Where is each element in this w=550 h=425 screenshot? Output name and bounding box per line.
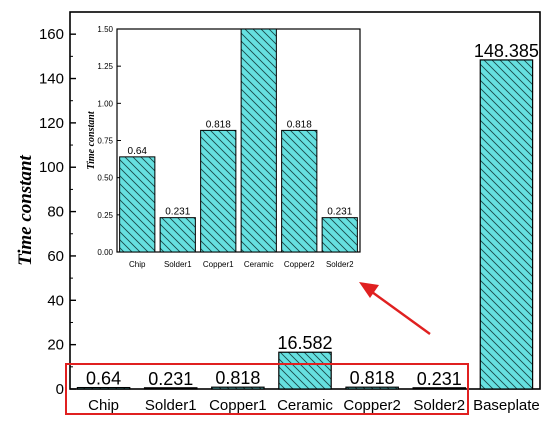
y-tick-label: 40	[47, 292, 64, 309]
y-axis-label: Time constant	[15, 154, 36, 265]
bar	[211, 386, 265, 390]
inset-bar	[119, 156, 156, 253]
inset-x-tick-label: Copper2	[284, 260, 315, 269]
inset-y-tick-label: 1.25	[97, 62, 113, 71]
y-tick-label: 60	[47, 248, 64, 265]
y-tick-label: 160	[39, 26, 64, 43]
highlight-box	[65, 363, 469, 415]
inset-y-tick-label: 1.50	[97, 25, 113, 34]
bar-value-label: 16.582	[277, 333, 332, 353]
inset-bar-value-label: 0.818	[287, 119, 312, 130]
x-tick-label: Solder1	[145, 397, 197, 414]
bar-value-label: 0.64	[86, 369, 121, 389]
highlight-arrow-shaft	[371, 291, 431, 335]
bar	[412, 387, 467, 390]
bar-value-label: 0.231	[148, 369, 193, 389]
bar	[345, 386, 399, 390]
y-tick-label: 20	[47, 337, 64, 354]
inset-bar	[281, 129, 318, 253]
x-tick-label: Ceramic	[277, 397, 333, 414]
inset-y-tick-label: 0.00	[97, 248, 113, 257]
bar-value-label: 0.818	[350, 368, 395, 388]
bar	[76, 386, 131, 390]
y-tick-label: 120	[39, 115, 64, 132]
inset-chart: 0.00 0.25 0.50 0.75 1.00 1.25 1.50 0.64 Chip 0.23…	[86, 18, 370, 276]
x-tick-label: Copper1	[209, 397, 267, 414]
bar	[479, 59, 534, 390]
inset-y-tick-label: 0.25	[97, 211, 113, 220]
x-tick-label: Copper2	[343, 397, 401, 414]
annotations	[65, 282, 469, 415]
bar-value-label: 0.818	[215, 368, 260, 388]
bar	[278, 351, 332, 390]
inset-bar-value-label: 0.231	[327, 207, 352, 218]
inset-bar	[321, 217, 358, 253]
bar	[143, 387, 198, 390]
x-tick-label: Chip	[88, 397, 119, 414]
inset-x-tick-label: Ceramic	[244, 260, 274, 269]
y-tick-label: 0	[56, 381, 64, 398]
y-tick-label: 100	[39, 159, 64, 176]
y-tick-label: 140	[39, 71, 64, 88]
main-chart: 0 20 40 60 80 100 120 140 160 0.64 Chip 0.231 Solder…	[15, 11, 541, 414]
inset-y-tick-label: 1.00	[97, 99, 113, 108]
inset-x-tick-label: Copper1	[203, 260, 234, 269]
highlight-arrow-head	[359, 282, 379, 298]
inset-x-tick-label: Solder2	[326, 260, 354, 269]
inset-bar-value-label: 0.231	[165, 207, 190, 218]
inset-y-tick-label: 0.50	[97, 174, 113, 183]
inset-x-tick-label: Solder1	[164, 260, 192, 269]
bar-value-label: 0.231	[417, 369, 462, 389]
inset-bar-value-label: 0.64	[128, 146, 148, 157]
bar-value-label: 148.385	[474, 41, 539, 61]
inset-bar	[200, 129, 237, 253]
inset-bar	[159, 217, 196, 253]
inset-x-tick-label: Chip	[129, 260, 146, 269]
inset-bar-value-label: 0.818	[206, 119, 231, 130]
y-tick-label: 80	[47, 204, 64, 221]
x-tick-label: Baseplate	[473, 397, 540, 414]
inset-y-axis-label: Time constant	[86, 110, 97, 169]
inset-bar	[240, 28, 277, 253]
inset-y-tick-label: 0.75	[97, 137, 113, 146]
x-tick-label: Solder2	[413, 397, 465, 414]
